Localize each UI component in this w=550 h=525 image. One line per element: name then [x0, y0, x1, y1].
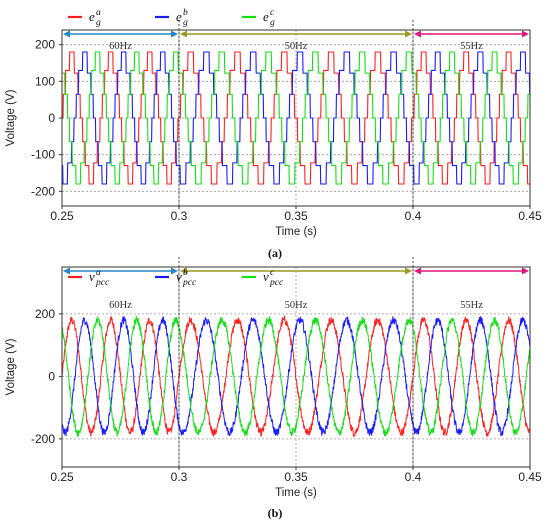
segment-label: 55Hz [460, 300, 483, 311]
arrow-head-left [63, 267, 70, 275]
legend-sup-a: a [96, 268, 101, 278]
legend-sup-c: c [270, 8, 275, 18]
x-tick-label: 0.45 [518, 470, 542, 484]
arrow-head-right [171, 267, 178, 275]
arrow-head-left [180, 267, 187, 275]
legend-sup-c: c [270, 268, 275, 278]
x-axis-label: Time (s) [275, 226, 317, 238]
series-line-b [62, 51, 530, 185]
x-tick-label: 0.4 [405, 209, 422, 223]
arrow-head-right [522, 267, 529, 275]
x-tick-label: 0.35 [284, 209, 308, 223]
y-tick-label: -200 [31, 184, 55, 198]
y-tick-label: 0 [48, 369, 55, 383]
legend-label-c: e [263, 9, 269, 24]
y-tick-label: -100 [31, 148, 55, 162]
panel-caption: (a) [268, 246, 282, 260]
legend-sub-c: g [270, 18, 275, 28]
y-axis-label: Voltage (V) [5, 89, 17, 146]
series-line-c [62, 51, 530, 185]
series-line-c [62, 314, 530, 438]
x-tick-label: 0.35 [284, 470, 308, 484]
legend-sub-a: g [96, 18, 101, 28]
legend-label-b: v [176, 269, 182, 284]
y-tick-label: 200 [35, 38, 55, 52]
legend-sup-b: b [183, 8, 188, 18]
y-tick-label: 100 [35, 74, 55, 88]
x-axis-label: Time (s) [275, 487, 317, 499]
y-axis-label: Voltage (V) [5, 338, 17, 395]
arrow-head-left [414, 30, 421, 38]
segment-label: 55Hz [460, 41, 483, 52]
arrow-head-right [522, 30, 529, 38]
x-tick-label: 0.45 [518, 209, 542, 223]
legend-sub-b: g [183, 18, 188, 28]
legend-sub-b: pcc [182, 278, 197, 288]
x-tick-label: 0.25 [50, 209, 74, 223]
panel-caption: (b) [268, 506, 283, 520]
segment-label: 60Hz [109, 41, 132, 52]
segment-label: 50Hz [285, 300, 308, 311]
x-tick-label: 0.3 [171, 470, 188, 484]
legend-sup-b: b [183, 268, 188, 278]
y-tick-label: 0 [48, 111, 55, 125]
arrow-head-right [405, 30, 412, 38]
arrow-head-right [171, 30, 178, 38]
x-tick-label: 0.4 [405, 470, 422, 484]
legend-label-a: v [89, 269, 95, 284]
segment-label: 50Hz [285, 41, 308, 52]
legend-sup-a: a [96, 8, 101, 18]
segment-label: 60Hz [109, 300, 132, 311]
legend-label-a: e [89, 9, 95, 24]
legend-label-b: e [176, 9, 182, 24]
y-tick-label: 200 [35, 307, 55, 321]
x-tick-label: 0.3 [171, 209, 188, 223]
arrow-head-left [180, 30, 187, 38]
arrow-head-right [405, 267, 412, 275]
legend-sub-a: pcc [95, 278, 110, 288]
y-tick-label: -200 [31, 432, 55, 446]
x-tick-label: 0.25 [50, 470, 74, 484]
series-line-b [62, 315, 530, 437]
legend-label-c: v [263, 269, 269, 284]
legend-sub-c: pcc [269, 278, 284, 288]
arrow-head-left [414, 267, 421, 275]
arrow-head-left [63, 30, 70, 38]
